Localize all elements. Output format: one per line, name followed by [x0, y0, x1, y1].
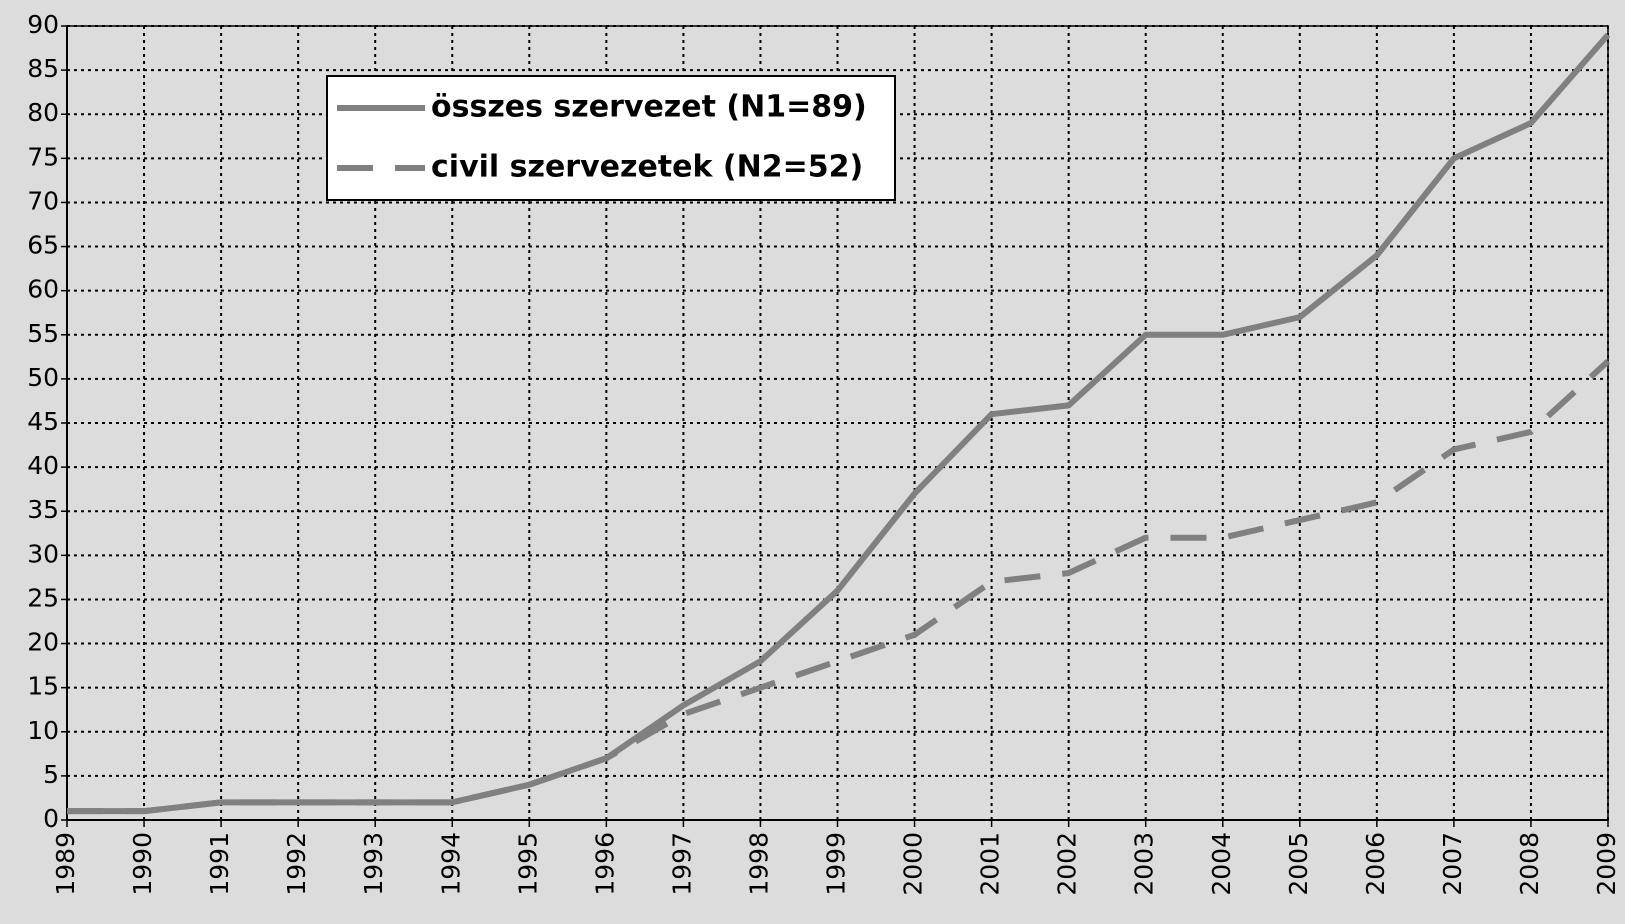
y-tick-label: 50 — [27, 363, 59, 392]
y-tick-label: 30 — [27, 539, 59, 568]
y-tick-label: 15 — [27, 672, 59, 701]
y-tick-label: 70 — [27, 186, 59, 215]
x-tick-label: 2005 — [1284, 832, 1313, 896]
legend-box — [326, 75, 896, 201]
x-tick-label: 1995 — [513, 832, 542, 896]
x-tick-label: 1992 — [282, 832, 311, 896]
x-tick-label: 1994 — [436, 832, 465, 896]
y-tick-label: 0 — [43, 804, 59, 833]
x-tick-label: 2001 — [976, 832, 1005, 896]
y-tick-label: 80 — [27, 98, 59, 127]
y-tick-label: 55 — [27, 319, 59, 348]
y-tick-label: 20 — [27, 628, 59, 657]
x-tick-label: 1989 — [51, 832, 80, 896]
x-tick-label: 2008 — [1515, 832, 1544, 896]
x-tick-label: 2000 — [899, 832, 928, 896]
x-tick-label: 1999 — [822, 832, 851, 896]
x-tick-label: 2003 — [1130, 832, 1159, 896]
y-tick-label: 90 — [27, 10, 59, 39]
legend-label: civil szervezetek (N2=52) — [431, 150, 863, 185]
y-tick-label: 60 — [27, 275, 59, 304]
x-tick-label: 2002 — [1053, 832, 1082, 896]
x-tick-label: 1997 — [667, 832, 696, 896]
x-tick-label: 2007 — [1438, 832, 1467, 896]
y-tick-label: 85 — [27, 54, 59, 83]
x-tick-label: 1996 — [590, 832, 619, 896]
x-tick-label: 1993 — [359, 832, 388, 896]
series-line — [67, 359, 1611, 815]
x-tick-label: 2004 — [1207, 832, 1236, 896]
legend-label: összes szervezet (N1=89) — [431, 90, 867, 125]
legend: összes szervezet (N1=89) civil szervezete… — [326, 75, 896, 201]
y-tick-label: 10 — [27, 716, 59, 745]
y-tick-label: 40 — [27, 451, 59, 480]
y-tick-label: 75 — [27, 142, 59, 171]
y-tick-label: 65 — [27, 231, 59, 260]
x-tick-label: 1998 — [744, 832, 773, 896]
y-tick-label: 25 — [27, 583, 59, 612]
y-tick-label: 45 — [27, 407, 59, 436]
x-tick-label: 1990 — [128, 832, 157, 896]
x-tick-label: 2009 — [1592, 832, 1621, 896]
y-tick-label: 5 — [43, 760, 59, 789]
x-tick-label: 1991 — [205, 832, 234, 896]
y-tick-label: 35 — [27, 495, 59, 524]
x-tick-label: 2006 — [1361, 832, 1390, 896]
